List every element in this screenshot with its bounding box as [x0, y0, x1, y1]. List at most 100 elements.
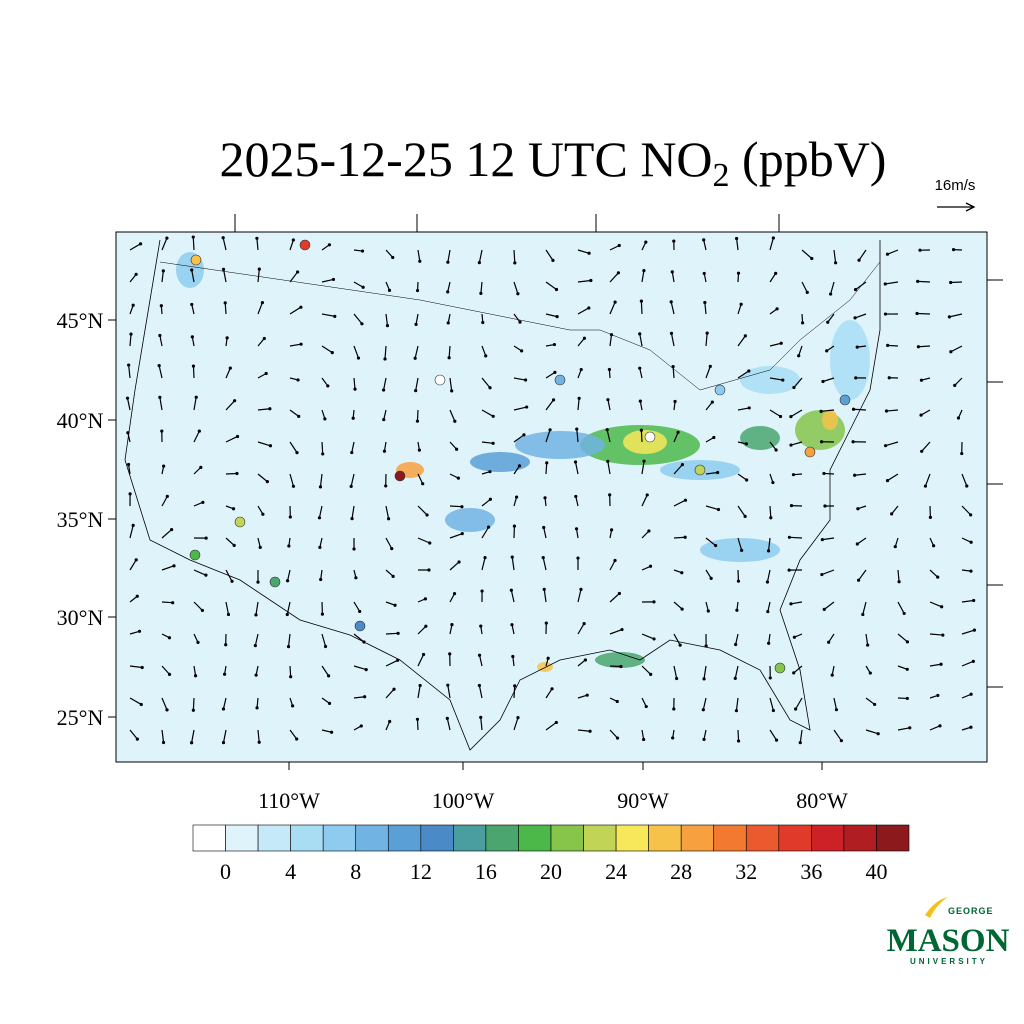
colorbar-box	[420, 824, 454, 852]
wind-arrow-head	[477, 683, 481, 688]
wind-arrow	[321, 345, 333, 354]
wind-arrow-head	[254, 673, 258, 677]
wind-arrow	[513, 685, 516, 699]
wind-arrow-head	[608, 493, 612, 497]
colorbar-box	[225, 824, 259, 852]
wind-arrow-head	[190, 741, 194, 745]
wind-arrow	[353, 345, 360, 359]
wind-arrow	[383, 409, 387, 420]
wind-arrow-head	[781, 378, 785, 382]
wind-arrow-head	[509, 588, 513, 592]
wind-arrow-head	[747, 369, 751, 373]
wind-arrow	[385, 632, 399, 635]
wind-arrow-head	[897, 580, 901, 584]
colorbar-label: 8	[350, 859, 361, 884]
wind-arrow-head	[609, 528, 614, 532]
wind-arrow-head	[672, 707, 676, 711]
wind-arrow	[353, 696, 365, 699]
wind-arrow	[416, 719, 419, 731]
wind-arrow-head	[235, 434, 240, 439]
wind-arrow	[543, 589, 547, 603]
wind-arrow-head	[516, 292, 520, 296]
wind-arrow-head	[486, 525, 491, 529]
wind-arrow	[769, 342, 782, 347]
wind-arrow	[641, 633, 655, 640]
wind-arrow-head	[204, 573, 208, 577]
wind-arrow	[289, 306, 302, 315]
wind-arrow-head	[265, 480, 269, 484]
wind-arrow-head	[545, 461, 549, 465]
wind-arrow	[449, 441, 458, 450]
wind-arrow-head	[483, 555, 487, 560]
logo: GEORGE MASON UNIVERSITY	[887, 897, 1010, 966]
wind-arrow	[887, 344, 899, 347]
wind-arrow-head	[928, 515, 932, 520]
wind-arrow-head	[876, 732, 880, 736]
wind-arrow	[704, 302, 707, 315]
wind-arrow-head	[446, 321, 450, 325]
wind-arrow-head	[382, 388, 386, 392]
wind-arrow-head	[642, 737, 646, 742]
colorbar: 0 4 8 12 16 20 24 28 32 36 40	[192, 824, 910, 884]
wind-arrow	[256, 238, 259, 251]
wind-arrow-head	[525, 405, 529, 409]
wind-arrow-head	[228, 366, 232, 370]
wind-arrow	[769, 505, 772, 518]
wind-arrow-head	[905, 640, 910, 644]
wind-arrow	[833, 729, 842, 742]
wind-arrow-head	[131, 303, 135, 307]
wind-arrow-head	[415, 288, 420, 293]
wind-arrow-head	[768, 676, 772, 680]
wind-arrow	[705, 366, 711, 379]
wind-arrow-head	[638, 366, 642, 370]
wind-arrow-head	[222, 672, 227, 676]
colorbar-box	[518, 824, 552, 852]
wind-arrow-head	[295, 737, 299, 741]
wind-arrow-head	[191, 364, 196, 368]
border	[159, 261, 881, 391]
wind-arrow-head	[285, 612, 289, 617]
wind-arrow-head	[825, 349, 829, 353]
wind-arrow-head	[734, 642, 738, 647]
wind-arrow	[545, 313, 558, 318]
station	[394, 470, 406, 482]
wind-arrow-head	[919, 413, 923, 417]
wind-arrow-head	[939, 662, 943, 666]
wind-arrow-head	[940, 605, 944, 609]
wind-arrow-head	[606, 459, 610, 463]
wind-arrow	[158, 365, 163, 379]
wind-arrow-head	[511, 654, 515, 659]
wind-arrow	[193, 665, 197, 676]
wind-arrow-head	[360, 249, 365, 253]
wind-arrow-head	[972, 628, 977, 632]
wind-arrow-head	[318, 545, 322, 549]
wind-arrow-head	[923, 484, 928, 488]
wind-arrow	[670, 333, 675, 347]
wind-arrow-head	[297, 414, 301, 418]
wind-arrow	[577, 307, 590, 315]
wind-arrow	[478, 685, 483, 699]
wind-arrow	[821, 569, 835, 576]
wind-arrow-head	[552, 342, 557, 347]
wind-arrow-head	[615, 736, 620, 740]
wind-arrow-head	[856, 578, 861, 582]
wind-arrow-head	[822, 471, 826, 476]
wind-arrow	[478, 249, 483, 263]
wind-arrow-head	[949, 280, 953, 285]
no2-field	[700, 538, 780, 562]
wind-arrow-head	[516, 716, 520, 720]
no2-field	[515, 431, 605, 459]
wind-arrow-head	[137, 629, 142, 633]
wind-arrow-head	[652, 637, 656, 641]
wind-arrow	[289, 665, 292, 677]
wind-arrow	[735, 633, 739, 645]
wind-arrow	[545, 688, 553, 699]
wind-arrow-head	[680, 463, 684, 467]
wind-arrow-head	[789, 415, 793, 419]
no2-field	[740, 426, 780, 450]
wind-arrow	[385, 505, 390, 519]
wind-arrow-head	[787, 568, 791, 572]
wind-arrow	[481, 409, 494, 417]
wind-arrow-head	[861, 612, 865, 617]
wind-arrow-head	[452, 592, 457, 596]
